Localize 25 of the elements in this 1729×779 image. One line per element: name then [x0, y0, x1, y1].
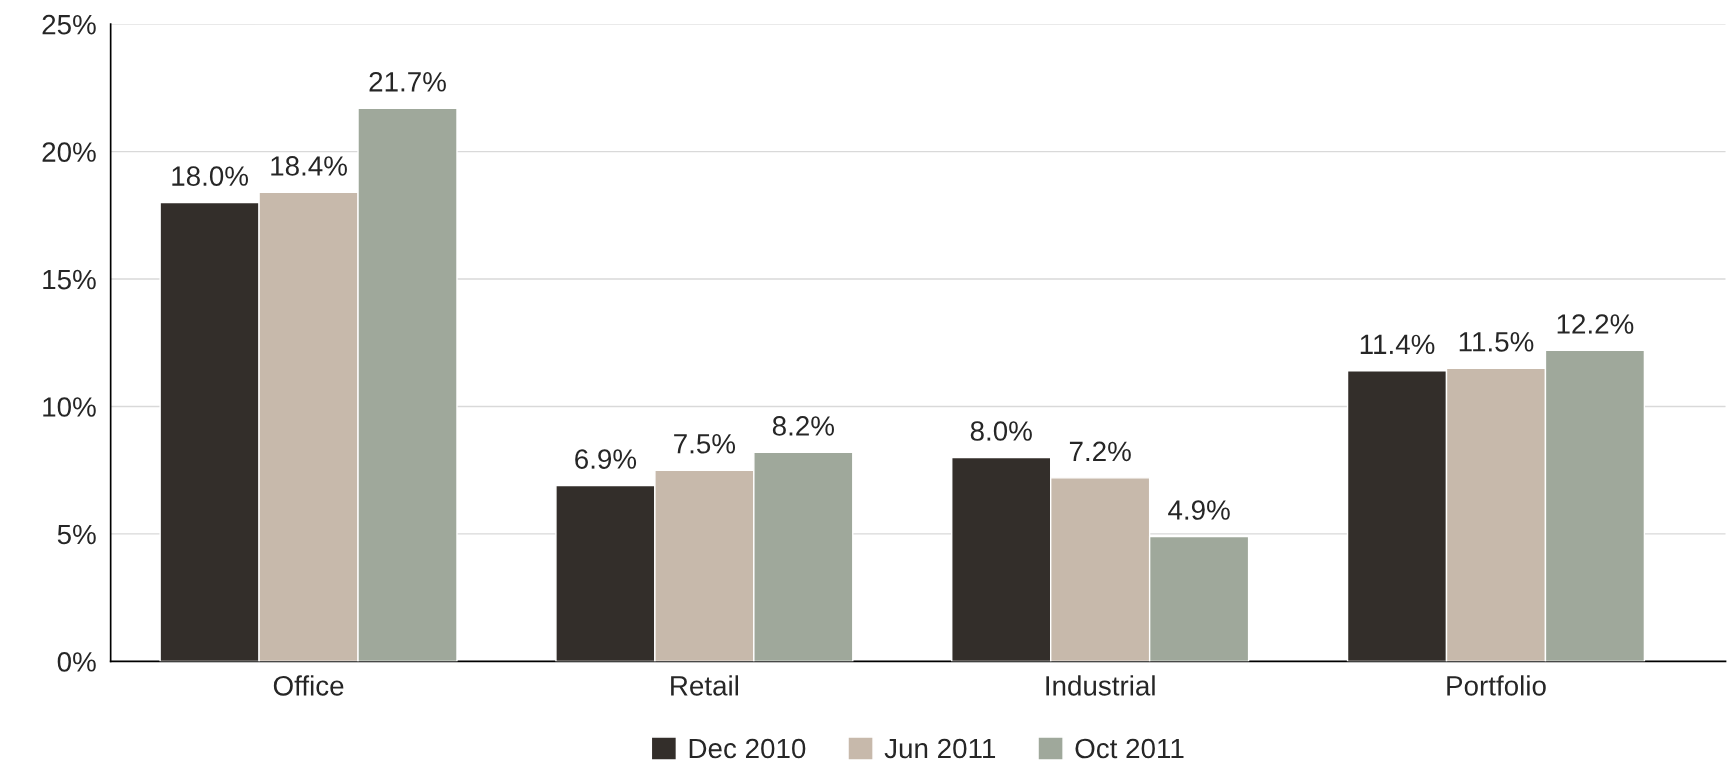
x-tick-label: Industrial: [1046, 675, 1155, 696]
data-label: 8.2%: [772, 416, 834, 436]
x-tick-label: Office: [273, 675, 344, 696]
legend-label: Dec 2010: [689, 738, 806, 759]
x-tick-label: Retail: [671, 675, 739, 696]
data-label: 11.4%: [1360, 334, 1435, 355]
x-tick-label: Portfolio: [1447, 675, 1546, 696]
y-tick-label: 5%: [57, 524, 96, 545]
data-label: 18.0%: [172, 166, 248, 186]
y-tick-label: 20%: [42, 142, 96, 162]
y-tick-label: 10%: [43, 397, 96, 417]
data-label: 18.4%: [271, 156, 347, 176]
data-label: 6.9%: [575, 449, 637, 469]
y-tick-label: 15%: [43, 269, 96, 290]
data-label: 12.2%: [1557, 314, 1634, 334]
data-label: 21.7%: [369, 71, 446, 92]
legend-label: Oct 2011: [1075, 738, 1184, 759]
legend-label: Jun 2011: [884, 738, 996, 759]
data-label: 7.5%: [674, 434, 736, 454]
data-label: 8.0%: [970, 421, 1032, 441]
data-label: 7.2%: [1069, 441, 1131, 462]
y-tick-label: 25%: [42, 14, 96, 35]
y-tick-label: 0%: [57, 652, 96, 672]
data-label: 4.9%: [1168, 500, 1230, 520]
data-label: 11.5%: [1459, 332, 1534, 352]
